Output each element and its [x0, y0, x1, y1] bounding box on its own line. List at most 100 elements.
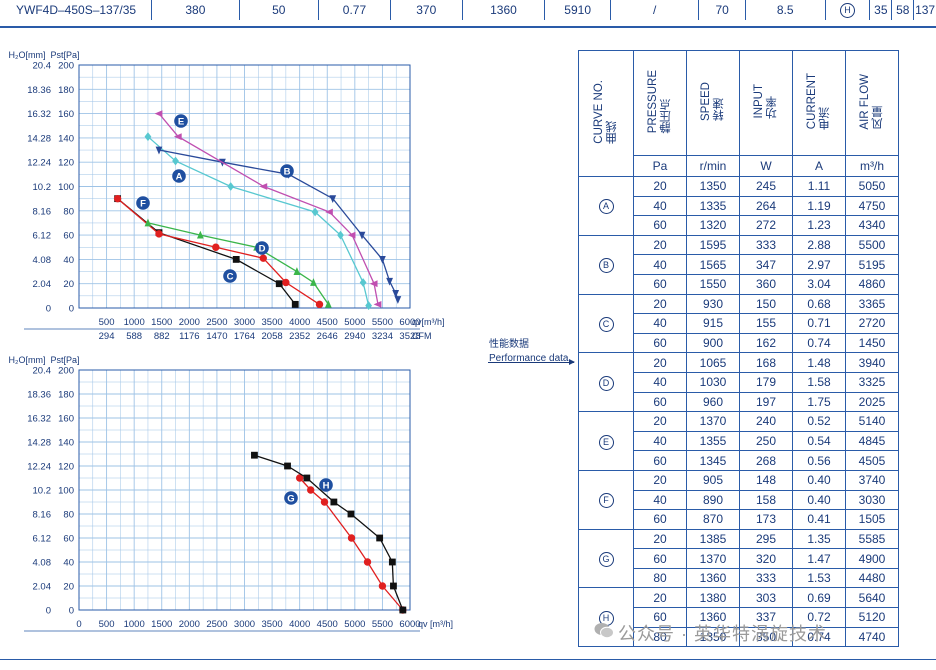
data-point [363, 558, 372, 566]
data-point [155, 230, 163, 238]
table-cell: 60 [633, 391, 687, 413]
data-point [330, 498, 338, 506]
table-cell: 1.53 [792, 567, 846, 589]
data-point [329, 195, 337, 204]
spec-dim: 35 [869, 0, 892, 20]
badge-label: D [259, 243, 266, 254]
x-tick-m3h: 500 [99, 619, 115, 630]
data-point [373, 300, 382, 308]
table-row: D 20 1065 168 1.48 3940 [578, 352, 899, 413]
x-tick-m3h: 4000 [289, 317, 310, 328]
data-point [365, 301, 373, 310]
y-tick-h2o: 8.16 [33, 510, 52, 521]
y-axis-label-h2o: H₂O[mm] [9, 355, 46, 365]
data-point [390, 582, 397, 590]
data-point [347, 231, 356, 239]
x-tick-cfm: 3528 [399, 331, 420, 342]
table-cell: 40 [633, 430, 687, 452]
y-tick-pa: 40 [63, 255, 74, 266]
spec-cell: 0.77 [317, 0, 391, 20]
table-header-en: PRESSURE [647, 69, 659, 134]
y-tick-pa: 80 [63, 206, 74, 217]
table-row: 60 1370 320 1.47 4900 [579, 548, 899, 569]
table-cell: 2.97 [792, 254, 846, 275]
x-tick-m3h: 3500 [262, 619, 283, 630]
table-header-en: SPEED [700, 82, 712, 121]
performance-arrow [488, 359, 575, 365]
x-tick-m3h: 6000 [399, 619, 420, 630]
x-tick-m3h: 3500 [262, 317, 283, 328]
table-cell: 1320 [686, 215, 740, 236]
y-tick-h2o: 6.12 [33, 231, 52, 242]
table-cell: 347 [739, 254, 793, 275]
table-cell: 0.56 [792, 450, 846, 471]
y-tick-h2o: 16.32 [27, 109, 51, 120]
table-unit: W [739, 155, 793, 177]
x-tick-cfm: 2352 [289, 331, 310, 342]
table-cell: 320 [739, 548, 793, 569]
table-cell: 173 [739, 509, 793, 530]
table-row: 60 960 197 1.75 2025 [579, 391, 899, 413]
table-cell: 1355 [686, 430, 740, 452]
badge-circle [174, 114, 188, 128]
x-tick-m3h: 4000 [289, 619, 310, 630]
data-point [291, 300, 299, 308]
series-C [114, 195, 299, 308]
table-cell: 3030 [845, 489, 899, 511]
table-cell: 303 [739, 587, 793, 609]
badge-label: A [176, 171, 183, 182]
curve-label: E [578, 411, 634, 471]
y-tick-h2o: 0 [46, 304, 51, 315]
curve-label: F [578, 469, 634, 530]
y-tick-pa: 100 [58, 486, 74, 497]
x-tick-m3h: 3000 [234, 317, 255, 328]
badge-label: H [323, 480, 330, 491]
table-cell: 155 [739, 313, 793, 334]
x-tick-m3h: 6000 [399, 317, 420, 328]
table-unit: r/min [686, 155, 740, 177]
table-row: G 20 1385 295 1.35 5585 [578, 528, 899, 589]
curve-badge: G [284, 491, 298, 505]
y-tick-pa: 200 [58, 61, 74, 72]
table-row: F 20 905 148 0.40 3740 [578, 469, 899, 530]
table-cell: 333 [739, 234, 793, 256]
table-cell: 5050 [845, 176, 899, 197]
plot-frame [78, 369, 411, 611]
spec-dim: 58 [891, 0, 914, 20]
y-tick-pa: 200 [58, 366, 74, 377]
y-tick-pa: 20 [63, 582, 74, 593]
table-cell: 148 [739, 469, 793, 491]
curve-badge: B [280, 164, 294, 178]
spec-cell: 70 [698, 0, 746, 20]
table-row: A 20 1350 245 1.11 5050 [578, 176, 899, 236]
table-cell: 1.48 [792, 352, 846, 373]
table-row: 40 1565 347 2.97 5195 [579, 254, 899, 275]
table-cell: 150 [739, 293, 793, 315]
table-cell: 5640 [845, 587, 899, 609]
table-row: 60 1345 268 0.56 4505 [579, 450, 899, 471]
y-tick-h2o: 4.08 [33, 255, 52, 266]
table-cell: 40 [633, 254, 687, 275]
grid [78, 369, 411, 611]
data-point [311, 207, 319, 217]
table-header-en: INPUT [753, 84, 765, 119]
table-row: 60 1320 272 1.23 4340 [579, 215, 899, 236]
table-row: 40 915 155 0.71 2720 [579, 313, 899, 334]
wechat-icon [594, 623, 614, 639]
table-cell: 240 [739, 411, 793, 432]
table-cell: 2.88 [792, 234, 846, 256]
spec-cell: 1360 [461, 0, 545, 20]
table-cell: 4505 [845, 450, 899, 471]
x-tick-cfm: 1470 [206, 331, 227, 342]
table-cell: 3940 [845, 352, 899, 373]
x-axis-label-m3h: qv[m³/h] [412, 317, 445, 327]
table-header: CURRENT电流 [792, 50, 846, 156]
series-H [251, 451, 407, 614]
table-cell: 20 [633, 469, 687, 491]
table-header-en: CURVE NO. [593, 80, 605, 144]
table-header-zh: 风量 [872, 106, 884, 130]
data-point [282, 278, 290, 287]
table-cell: 1370 [686, 411, 740, 432]
data-point [358, 231, 366, 240]
badge-circle [319, 478, 333, 492]
